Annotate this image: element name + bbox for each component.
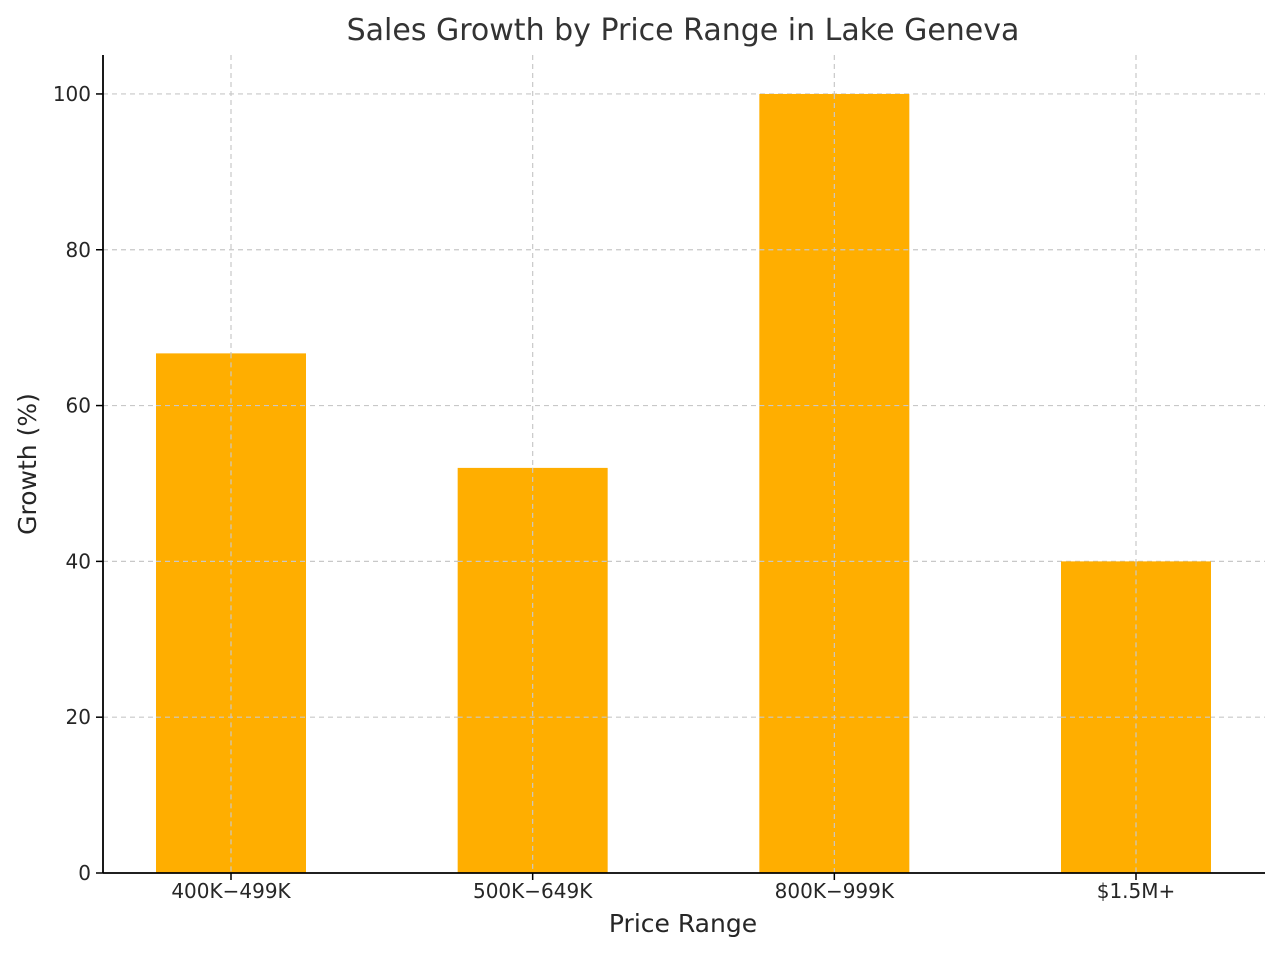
bars	[156, 93, 1211, 873]
axes	[102, 55, 1265, 874]
y-tick-label: 40	[66, 549, 91, 573]
y-tick-label: 80	[66, 238, 91, 262]
x-tick-label: 400K−499K	[171, 879, 291, 903]
chart-title: Sales Growth by Price Range in Lake Gene…	[347, 13, 1020, 48]
y-tick-label: 60	[66, 394, 91, 418]
x-tick-label: 800K−999K	[775, 879, 895, 903]
ticks: 0 20 40 60 80 100 400K−499K 500K−649K 800K−999K $…	[53, 82, 1175, 903]
y-axis-label: Growth (%)	[13, 393, 42, 535]
y-tick-label: 100	[53, 82, 91, 106]
y-tick-label: 0	[78, 861, 91, 885]
x-tick-label: 500K−649K	[473, 879, 593, 903]
x-axis-label: Price Range	[609, 909, 757, 938]
y-tick-label: 20	[66, 705, 91, 729]
x-tick-label: $1.5M+	[1097, 879, 1176, 903]
